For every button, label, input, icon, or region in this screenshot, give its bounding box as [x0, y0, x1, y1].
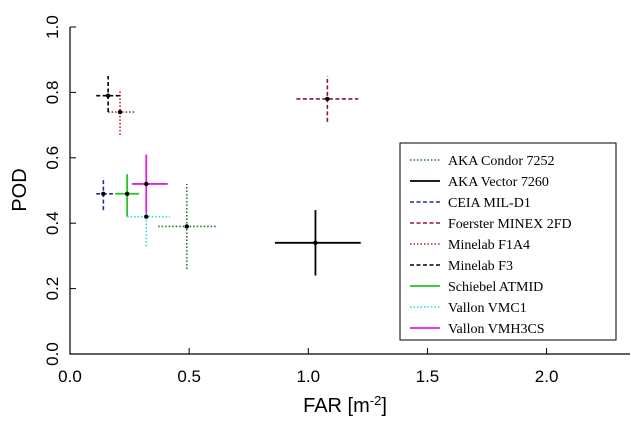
- legend-label: AKA Condor 7252: [448, 154, 555, 169]
- data-point: [325, 96, 330, 102]
- y-tick-label: 0.4: [43, 211, 62, 235]
- legend: AKA Condor 7252 AKA Vector 7260 CEIA MIL-D…: [399, 142, 617, 341]
- y-tick-label: 1.0: [43, 15, 62, 39]
- legend-label: Minelab F3: [448, 259, 513, 274]
- x-tick-label: 2.0: [535, 367, 559, 386]
- x-axis-title-superscript: -2: [370, 393, 382, 408]
- y-tick-label: 0.8: [43, 81, 62, 105]
- series-errorbar: [127, 190, 171, 247]
- series-errorbar: [96, 76, 121, 113]
- legend-label: Vallon VMC1: [448, 301, 527, 316]
- series-errorbar: [131, 154, 168, 214]
- series-errorbar: [274, 210, 361, 276]
- y-tick-label: 0.2: [43, 277, 62, 301]
- series-errorbar: [296, 76, 359, 122]
- series-errorbar: [96, 177, 113, 211]
- legend-label: CEIA MIL-D1: [448, 196, 531, 211]
- data-point: [101, 191, 106, 196]
- x-tick-label: 1.0: [296, 367, 320, 386]
- legend-label: Schiebel ATMID: [448, 280, 543, 295]
- x-axis-title: FAR [m-2]: [303, 393, 387, 417]
- data-point: [105, 93, 111, 98]
- data-point: [144, 214, 149, 219]
- x-tick-label: 1.5: [416, 367, 440, 386]
- y-axis-title: POD: [9, 168, 31, 211]
- series-errorbar: [115, 174, 140, 217]
- data-point: [124, 191, 130, 196]
- legend-label: AKA Vector 7260: [448, 175, 549, 190]
- x-tick-label: 0.5: [177, 367, 201, 386]
- legend-label: Vallon VMH3CS: [448, 322, 545, 337]
- data-point: [144, 181, 149, 187]
- data-point: [313, 240, 318, 246]
- series-errorbar: [108, 89, 135, 135]
- y-tick-label: 0.0: [43, 342, 62, 366]
- legend-label: Minelab F1A4: [448, 238, 530, 253]
- data-series-group: [96, 76, 361, 276]
- x-tick-label: 0.0: [58, 367, 82, 386]
- data-point: [184, 224, 189, 229]
- data-point: [117, 109, 123, 115]
- tick-group: 0.0 0.5 1.0 1.5 2.0 0.0 0.2 0.4 0.6 0.8 1.0: [43, 15, 558, 386]
- series-errorbar: [158, 183, 218, 269]
- legend-label: Foerster MINEX 2FD: [448, 217, 572, 232]
- y-tick-label: 0.6: [43, 146, 62, 170]
